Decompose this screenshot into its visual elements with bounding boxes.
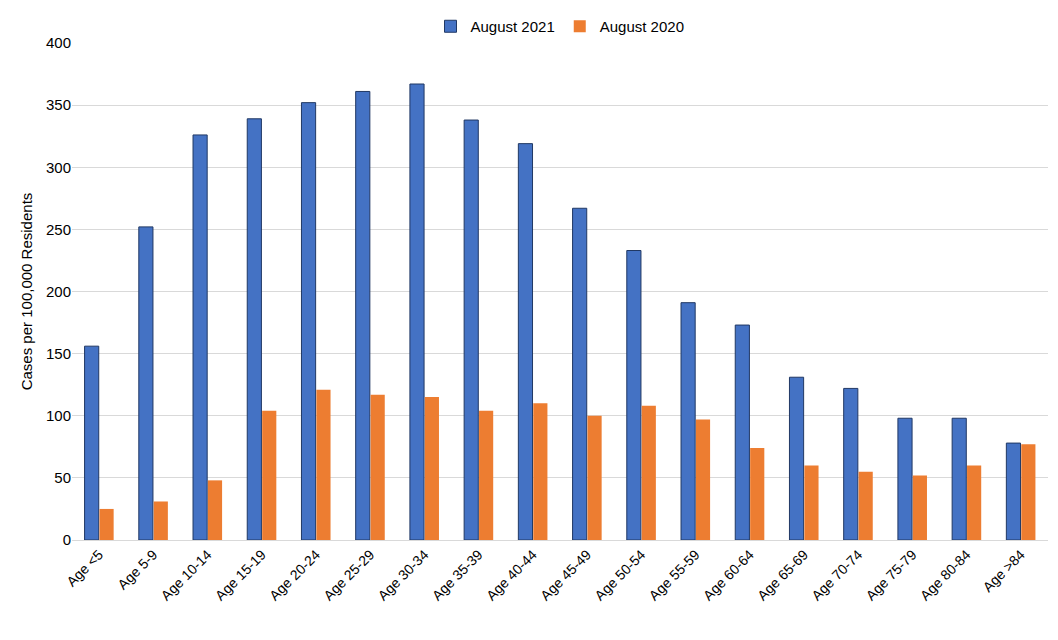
svg-text:Age >84: Age >84 xyxy=(979,546,1028,595)
svg-text:August 2021: August 2021 xyxy=(471,18,555,35)
svg-text:350: 350 xyxy=(46,96,71,113)
svg-text:Age 55-59: Age 55-59 xyxy=(646,546,703,603)
svg-text:Age 5-9: Age 5-9 xyxy=(114,546,160,592)
svg-text:Age 20-24: Age 20-24 xyxy=(266,546,323,603)
svg-text:Age 10-14: Age 10-14 xyxy=(158,546,215,603)
svg-text:250: 250 xyxy=(46,221,71,238)
svg-text:Age 15-19: Age 15-19 xyxy=(212,546,269,603)
svg-text:Age 50-54: Age 50-54 xyxy=(591,546,648,603)
svg-text:Age 30-34: Age 30-34 xyxy=(375,546,432,603)
svg-text:Cases per 100,000 Residents: Cases per 100,000 Residents xyxy=(18,193,35,391)
svg-text:Age 35-39: Age 35-39 xyxy=(429,546,486,603)
svg-text:Age 25-29: Age 25-29 xyxy=(320,546,377,603)
svg-text:Age 65-69: Age 65-69 xyxy=(754,546,811,603)
svg-text:Age 70-74: Age 70-74 xyxy=(808,546,865,603)
svg-text:Age 45-49: Age 45-49 xyxy=(537,546,594,603)
svg-text:August 2020: August 2020 xyxy=(600,18,684,35)
svg-text:150: 150 xyxy=(46,345,71,362)
svg-text:Age 40-44: Age 40-44 xyxy=(483,546,540,603)
svg-text:0: 0 xyxy=(63,531,71,548)
svg-text:400: 400 xyxy=(46,34,71,51)
svg-text:300: 300 xyxy=(46,159,71,176)
svg-text:Age <5: Age <5 xyxy=(63,546,106,589)
svg-text:200: 200 xyxy=(46,283,71,300)
svg-text:Age 75-79: Age 75-79 xyxy=(863,546,920,603)
svg-text:Age 80-84: Age 80-84 xyxy=(917,546,974,603)
svg-text:Age 60-64: Age 60-64 xyxy=(700,546,757,603)
svg-text:50: 50 xyxy=(54,469,71,486)
svg-text:100: 100 xyxy=(46,407,71,424)
